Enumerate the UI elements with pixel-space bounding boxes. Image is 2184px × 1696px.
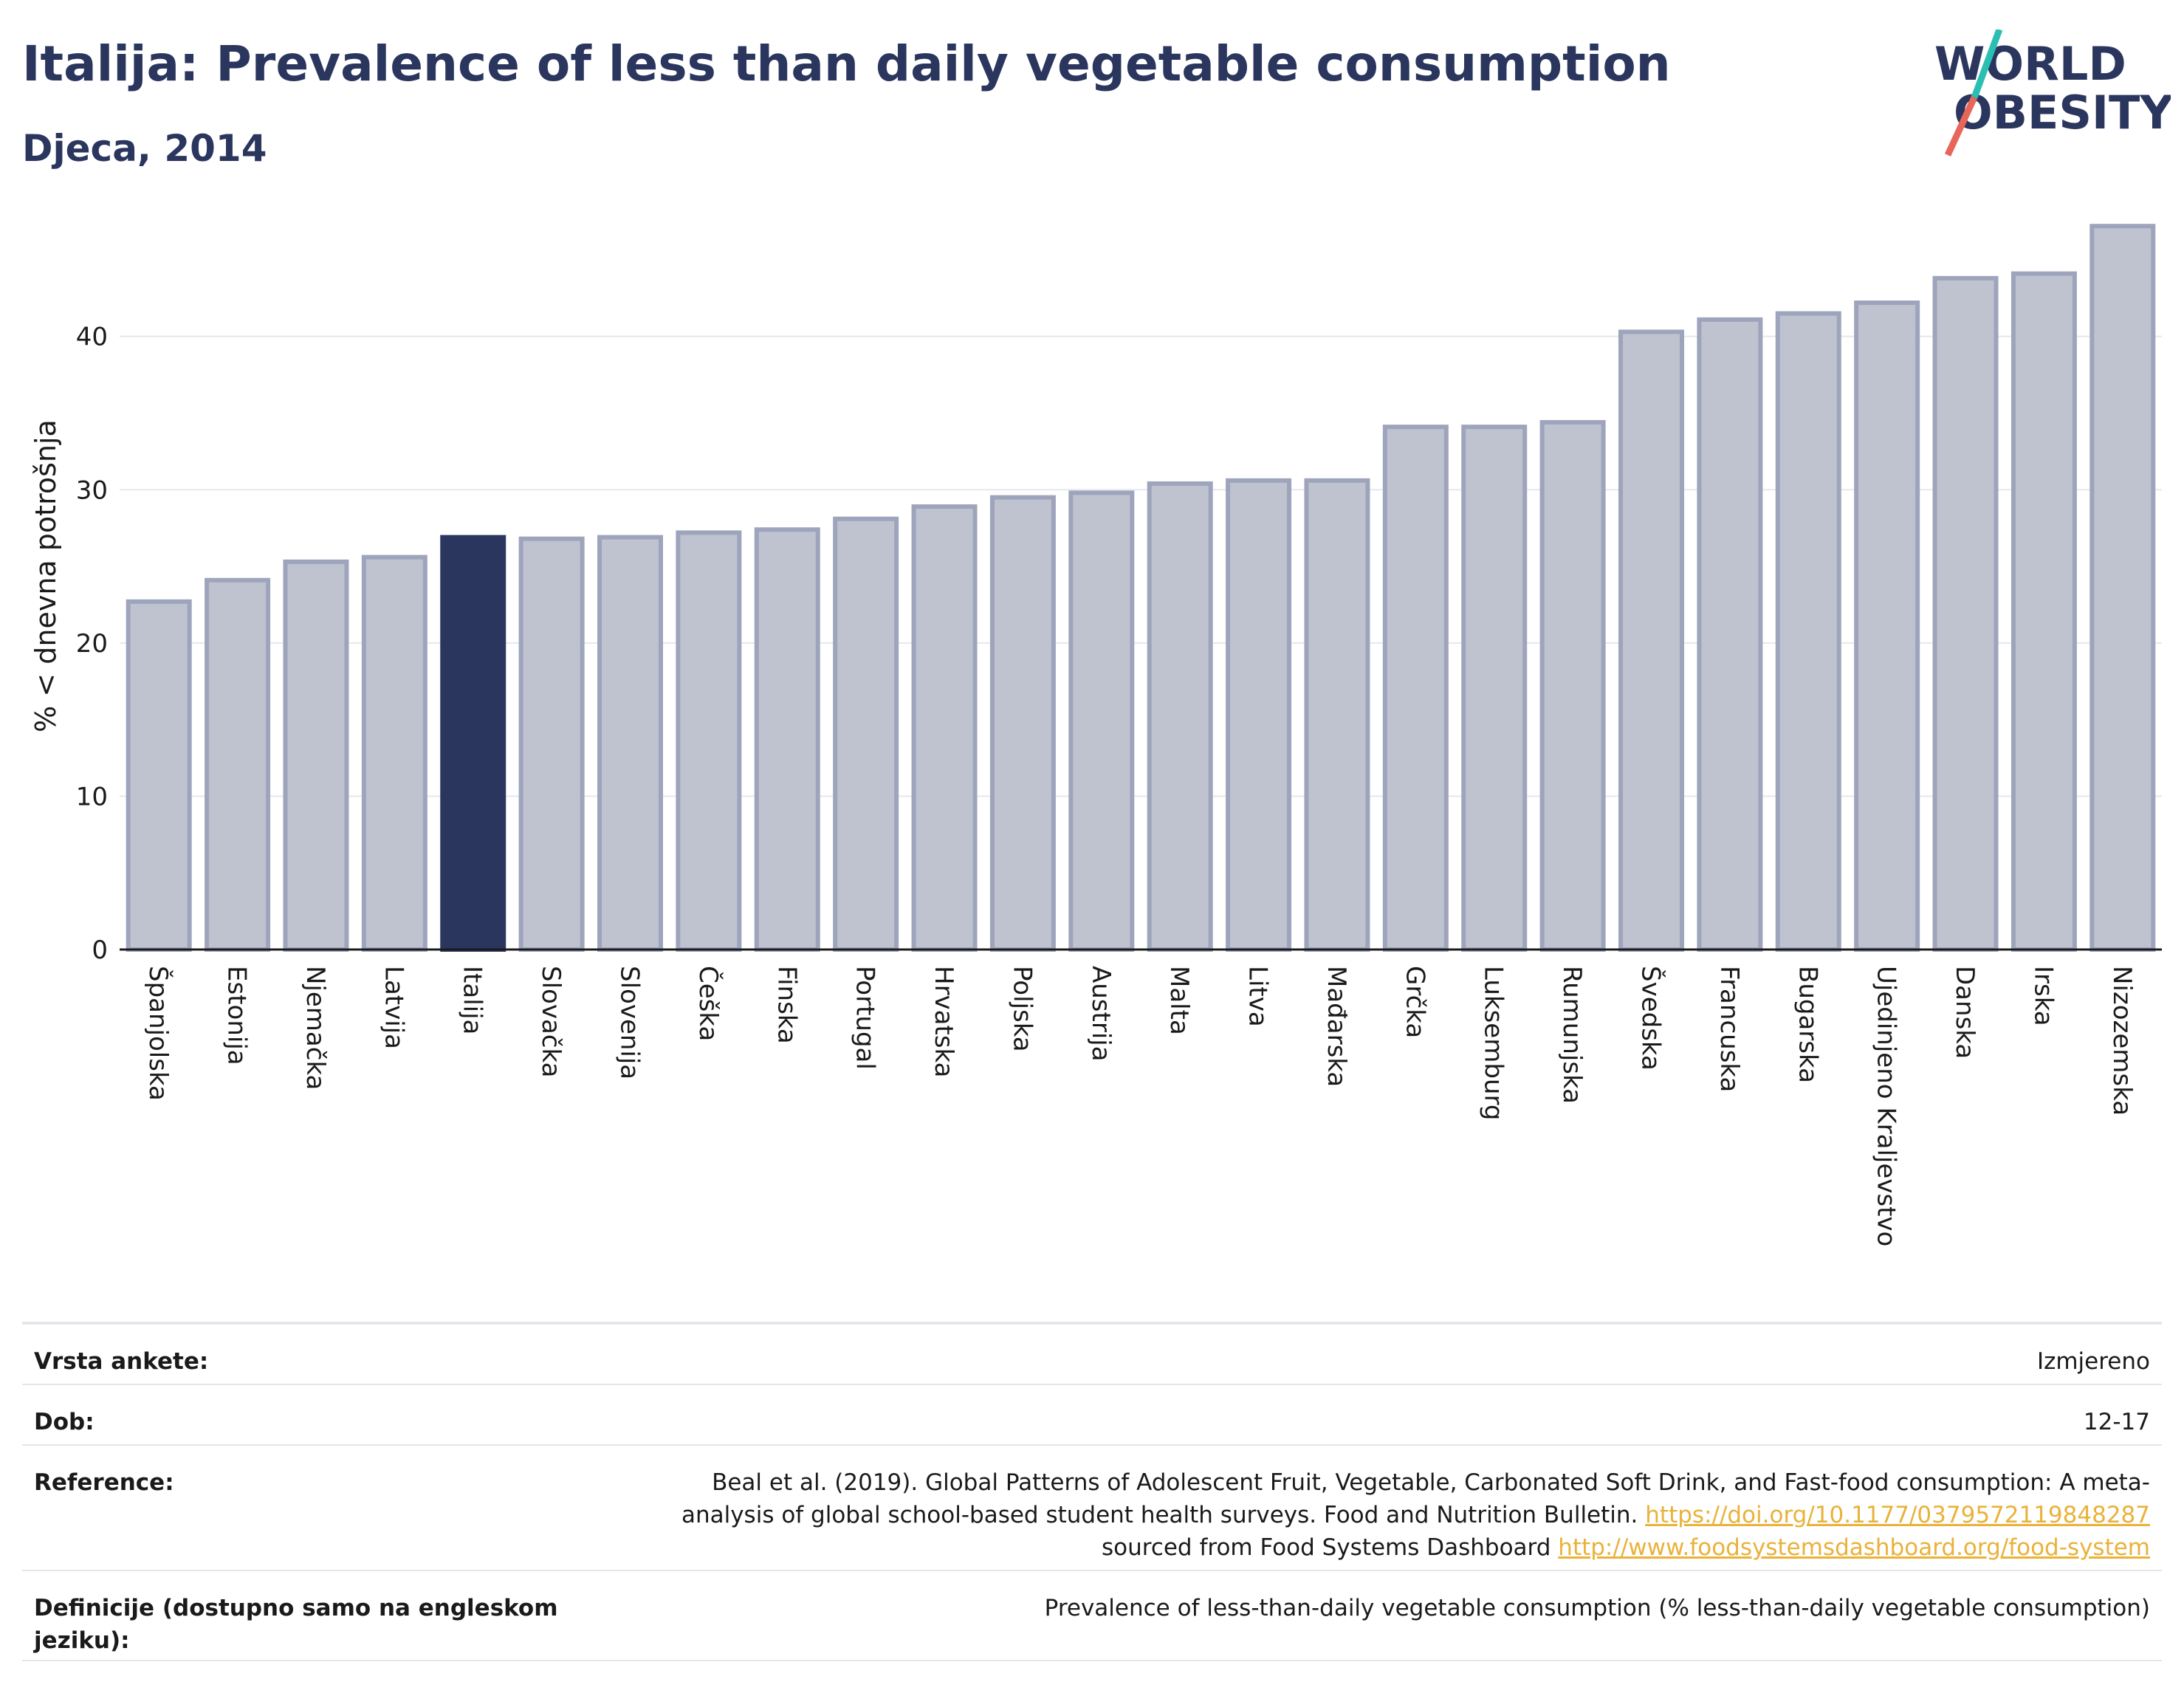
x-tick-label: Španjolska [143,966,174,1101]
x-tick-label: Ujedinjeno Kraljevstvo [1872,966,1901,1246]
meta-value-reference: Beal et al. (2019). Global Patterns of A… [636,1466,2150,1564]
meta-value-definition: Prevalence of less-than-daily vegetable … [1044,1595,2150,1621]
metadata-table: Vrsta ankete: Izmjereno Dob: 12-17 Refer… [22,1322,2162,1661]
bar-16 [1382,425,1449,952]
y-tick-label: 0 [92,935,108,965]
bar-11 [989,495,1056,952]
bar-14 [1226,478,1292,952]
x-tick-label: Poljska [1007,966,1037,1052]
world-obesity-logo: WORLD OBESITY [1934,30,2171,157]
x-tick-label: Slovenija [615,966,645,1079]
bar-15 [1304,478,1370,952]
bar-17 [1461,425,1528,952]
bar-7 [676,530,742,952]
logo-line1: WORLD [1934,37,2126,91]
x-tick-label: Latvija [379,966,408,1049]
bar-20 [1697,317,1763,952]
x-tick-label: Malta [1164,966,1194,1035]
x-tick-label: Italija [458,966,487,1034]
meta-row-definition: Definicije (dostupno samo na engleskom j… [22,1570,2162,1661]
x-tick-label: Hrvatska [929,966,958,1077]
meta-row-survey: Vrsta ankete: Izmjereno [22,1323,2162,1385]
bar-25 [2089,224,2156,952]
chart-title: Italija: Prevalence of less than daily v… [22,35,1671,92]
x-tick-label: Grčka [1400,966,1429,1038]
meta-label-definition: Definicije (dostupno samo na engleskom j… [34,1595,558,1654]
y-tick-label: 10 [76,782,108,811]
bar-5 [518,536,585,952]
x-tick-label: Austrija [1086,966,1116,1062]
doi-link[interactable]: https://doi.org/10.1177/0379572119848287 [1645,1502,2150,1528]
meta-label-survey: Vrsta ankete: [34,1348,209,1375]
y-tick-label: 30 [76,476,108,505]
food-systems-link[interactable]: http://www.foodsystemsdashboard.org/food… [1558,1534,2150,1561]
x-tick-label: Češka [693,966,724,1041]
meta-label-reference: Reference: [34,1469,174,1496]
bar-21 [1775,311,1841,952]
y-tick-labels: 0 10 20 30 40 [76,323,108,965]
x-tick-label: Danska [1950,966,1979,1059]
bar-19 [1618,329,1684,952]
x-tick-label: Nizozemska [2107,966,2137,1116]
bar-2 [283,559,349,952]
x-tick-label: Njemačka [301,966,330,1090]
logo-line2: OBESITY [1954,86,2171,140]
x-tick-label: Finska [772,966,801,1044]
bar-18 [1539,419,1606,952]
bar-24 [2010,271,2077,952]
bar-8 [754,527,820,952]
x-tick-label: Rumunjska [1557,966,1587,1104]
bar-23 [1932,275,1999,952]
bar-chart: 0 10 20 30 40 Španjolska Estonija Njemačka Latv… [30,224,2162,1246]
bar-10 [911,504,978,952]
x-tick-label: Portugal [851,966,880,1070]
x-tick-label: Luksemburg [1479,966,1508,1120]
y-axis-label: % < dnevna potrošnja [30,419,62,732]
bar-13 [1147,481,1213,952]
x-tick-labels: Španjolska Estonija Njemačka Latvija Italija… [143,966,2137,1246]
bar-12 [1068,490,1135,952]
bar-6 [597,535,663,952]
meta-row-age: Dob: 12-17 [22,1384,2162,1446]
bar-9 [833,516,899,952]
meta-row-reference: Reference: Beal et al. (2019). Global Pa… [22,1444,2162,1571]
reference-text-2: sourced from Food Systems Dashboard [1101,1534,1559,1561]
logo-slash-bottom [1944,96,1978,157]
x-tick-label: Mađarska [1322,966,1351,1087]
reference-text-1: Beal et al. (2019). Global Patterns of A… [681,1469,2150,1528]
bar-22 [1854,301,1920,952]
x-tick-label: Slovačka [536,966,566,1077]
logo-slash-top [1971,30,2003,99]
bar-1 [205,577,271,952]
bar-4 [440,535,506,952]
x-tick-label: Irska [2028,966,2058,1026]
x-tick-label: Estonija [222,966,252,1065]
meta-label-age: Dob: [34,1409,95,1435]
x-tick-label: Francuska [1714,966,1744,1092]
x-tick-label: Švedska [1636,966,1666,1071]
y-tick-label: 20 [76,629,108,659]
bar-3 [361,555,427,952]
bars [126,224,2156,952]
chart-subtitle: Djeca, 2014 [22,127,267,170]
x-tick-label: Litva [1243,966,1273,1027]
bar-0 [126,599,192,952]
x-tick-label: Bugarska [1793,966,1822,1083]
meta-value-survey: Izmjereno [2036,1348,2150,1375]
meta-value-age: 12-17 [2083,1409,2150,1435]
y-tick-label: 40 [76,323,108,352]
